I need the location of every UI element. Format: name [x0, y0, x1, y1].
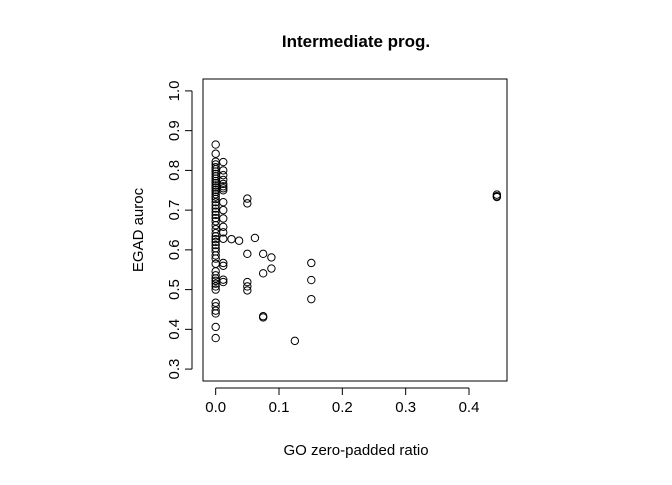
data-point — [243, 286, 252, 295]
data-point — [211, 210, 220, 220]
data-point — [219, 175, 228, 185]
data-point — [258, 269, 268, 278]
data-point — [211, 254, 220, 263]
data-point — [211, 194, 220, 204]
data-point — [219, 205, 228, 215]
data-point — [219, 261, 228, 270]
y-tick-label: 0.7 — [166, 200, 183, 221]
data-point — [219, 275, 228, 284]
data-point — [219, 222, 228, 232]
data-point — [211, 259, 220, 268]
x-tick-label: 0.1 — [269, 399, 290, 416]
data-point — [243, 194, 252, 203]
data-point — [211, 201, 220, 210]
x-tick-label: 0.4 — [459, 399, 480, 416]
data-point — [307, 258, 316, 268]
y-axis-label: EGAD auroc — [130, 187, 147, 272]
data-point — [211, 140, 220, 149]
data-point — [243, 282, 252, 291]
data-point — [267, 253, 276, 262]
data-point — [211, 217, 220, 226]
data-point — [211, 282, 220, 291]
data-point — [211, 271, 220, 280]
data-point — [243, 199, 252, 208]
data-point — [211, 221, 220, 230]
data-point — [211, 204, 220, 213]
data-point — [258, 313, 268, 322]
data-point — [211, 207, 220, 216]
data-point — [307, 275, 316, 285]
data-point — [219, 214, 228, 223]
data-point — [219, 234, 228, 243]
data-point — [211, 322, 220, 332]
data-point — [492, 192, 502, 202]
data-point — [243, 249, 252, 259]
data-point — [219, 197, 228, 207]
data-point — [211, 333, 220, 343]
plot-area-frame — [202, 78, 508, 382]
data-point — [219, 157, 228, 167]
data-point — [211, 237, 220, 247]
chart-title: Intermediate prog. — [282, 32, 430, 51]
data-point — [211, 232, 220, 241]
data-point — [211, 298, 220, 307]
data-point — [219, 186, 228, 195]
data-points — [211, 140, 502, 346]
data-point — [234, 236, 244, 245]
data-point — [211, 251, 220, 260]
y-tick-label: 1.0 — [166, 80, 183, 101]
x-tick-label: 0.0 — [205, 399, 226, 416]
data-point — [219, 179, 228, 189]
data-point — [211, 190, 220, 199]
data-point — [211, 306, 220, 315]
y-axis: 0.3 0.4 0.5 0.6 0.7 0.8 0.9 1.0 — [166, 80, 193, 380]
data-point — [211, 285, 220, 294]
data-point — [258, 249, 268, 259]
data-point — [243, 277, 252, 287]
y-tick-label: 0.8 — [166, 160, 183, 181]
data-point — [211, 279, 220, 288]
y-tick-label: 0.3 — [166, 359, 183, 380]
y-tick-label: 0.6 — [166, 239, 183, 260]
data-point — [219, 277, 228, 287]
data-point — [307, 294, 316, 304]
data-point — [211, 240, 220, 250]
data-point — [219, 170, 228, 180]
x-axis-label: GO zero-padded ratio — [283, 442, 428, 459]
data-point — [250, 233, 260, 243]
data-point — [267, 264, 276, 273]
data-point — [227, 234, 236, 244]
x-tick-label: 0.3 — [395, 399, 416, 416]
y-tick-label: 0.9 — [166, 120, 183, 141]
y-tick-label: 0.4 — [166, 319, 183, 340]
data-point — [211, 309, 220, 318]
data-point — [211, 192, 220, 201]
x-axis: 0.0 0.1 0.2 0.3 0.4 — [205, 387, 480, 416]
x-tick-label: 0.2 — [332, 399, 353, 416]
data-point — [290, 336, 300, 346]
data-point — [211, 149, 220, 158]
data-point — [219, 258, 228, 268]
data-point — [219, 228, 228, 237]
data-point — [219, 166, 228, 175]
y-tick-label: 0.5 — [166, 279, 183, 300]
